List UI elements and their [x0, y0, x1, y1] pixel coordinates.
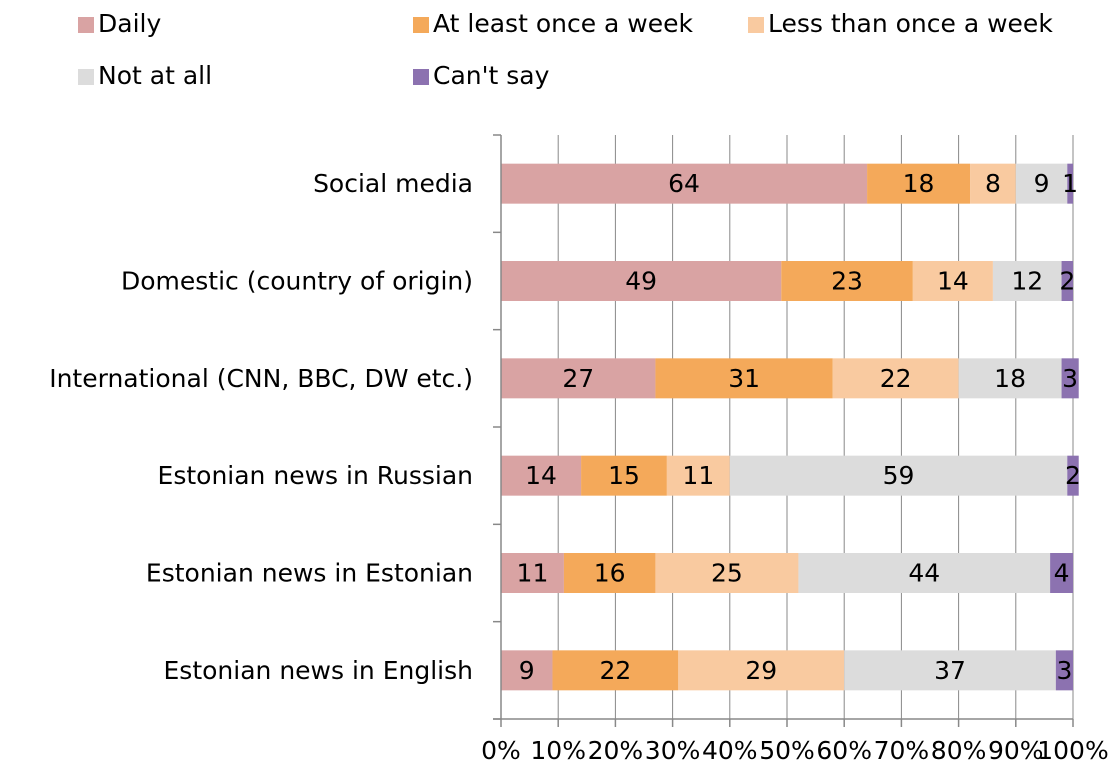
legend-swatch-3	[78, 69, 94, 85]
x-tick-label: 50%	[759, 736, 815, 765]
x-tick-label: 60%	[816, 736, 872, 765]
x-tick-label: 80%	[931, 736, 987, 765]
data-label: 12	[1011, 267, 1043, 296]
data-label: 1	[1062, 169, 1078, 198]
x-tick-label: 70%	[874, 736, 930, 765]
bars: 64 18 8 9 149 23 14 12 227 31 22 18 314 15 11 59 211 16 25…	[501, 163, 1081, 691]
data-label: 3	[1056, 656, 1072, 685]
data-label: 16	[594, 559, 626, 588]
category-label: Estonian news in Russian	[158, 461, 473, 490]
bar-segment	[844, 650, 1056, 691]
bar-segment	[1050, 553, 1073, 593]
bar-segment	[581, 455, 667, 496]
bar-segment	[970, 163, 1016, 204]
x-tick-label: 30%	[645, 736, 701, 765]
bar-segment	[958, 358, 1062, 399]
x-tick-label: 20%	[588, 736, 644, 765]
legend-label-4: Can't say	[433, 61, 550, 90]
data-label: 37	[934, 656, 966, 685]
legend-label-0: Daily	[98, 9, 161, 38]
data-label: 59	[883, 461, 915, 490]
data-label: 25	[711, 559, 743, 588]
gridlines	[557, 135, 1074, 719]
legend-label-2: Less than once a week	[768, 9, 1053, 38]
legend-swatch-0	[78, 17, 94, 33]
bar-segment	[655, 358, 833, 399]
data-label: 27	[562, 364, 594, 393]
bar-segment	[563, 553, 656, 593]
bar-segment	[1061, 358, 1079, 399]
bar-segment	[552, 650, 679, 691]
category-label: Domestic (country of origin)	[121, 267, 473, 296]
data-label: 22	[599, 656, 631, 685]
data-label: 64	[668, 169, 700, 198]
x-tick-label: 40%	[702, 736, 758, 765]
category-label: International (CNN, BBC, DW etc.)	[49, 364, 473, 393]
data-label: 14	[937, 267, 969, 296]
bar-segment	[501, 553, 564, 593]
bar-segment	[798, 553, 1051, 593]
category-labels: Social media Domestic (country of origin)…	[49, 169, 473, 685]
bar-segment	[678, 650, 845, 691]
axes	[493, 134, 1074, 727]
data-label: 44	[908, 559, 940, 588]
category-label: Estonian news in Estonian	[146, 559, 473, 588]
x-tick-label: 90%	[988, 736, 1044, 765]
bar-segment	[1055, 650, 1073, 691]
data-label: 22	[880, 364, 912, 393]
legend-label-3: Not at all	[98, 61, 212, 90]
data-label: 11	[682, 461, 714, 490]
legend-swatch-2	[748, 17, 764, 33]
data-label: 2	[1059, 267, 1075, 296]
bar-segment	[781, 261, 913, 301]
data-label: 11	[517, 559, 549, 588]
bar-segment	[501, 261, 782, 301]
x-tick-label: 0%	[481, 736, 521, 765]
data-label: 49	[625, 267, 657, 296]
legend-swatch-4	[413, 69, 429, 85]
category-label: Social media	[313, 169, 473, 198]
bar-segment	[867, 163, 971, 204]
bar-segment	[666, 455, 730, 496]
bar-segment	[501, 163, 868, 204]
data-label: 3	[1062, 364, 1078, 393]
bar-segment	[912, 261, 993, 301]
data-label: 14	[525, 461, 557, 490]
data-label: 18	[903, 169, 935, 198]
legend-label-1: At least once a week	[433, 9, 694, 38]
bar-segment	[1015, 163, 1068, 204]
bar-segment	[1061, 261, 1073, 301]
x-tick-labels: 0% 10% 20% 30% 40% 50% 60% 70% 80% 90%100%	[481, 736, 1109, 765]
bar-segment	[501, 455, 582, 496]
bar-segment	[992, 261, 1062, 301]
data-label: 15	[608, 461, 640, 490]
data-label: 31	[728, 364, 760, 393]
x-tick-label: 10%	[530, 736, 586, 765]
legend: Daily At least once a week Less than once …	[78, 9, 1053, 90]
bar-segment	[501, 650, 553, 691]
data-label: 18	[994, 364, 1026, 393]
legend-swatch-1	[413, 17, 429, 33]
bar-segment	[832, 358, 959, 399]
data-label: 9	[1034, 169, 1050, 198]
bar-segment	[501, 358, 656, 399]
data-label: 2	[1065, 461, 1081, 490]
data-label: 29	[745, 656, 777, 685]
bar-segment	[1067, 455, 1079, 496]
data-label: 4	[1054, 559, 1070, 588]
bar-segment	[655, 553, 799, 593]
data-label: 8	[985, 169, 1001, 198]
category-label: Estonian news in English	[164, 656, 473, 685]
bar-segment	[1067, 163, 1073, 204]
x-tick-label: 100%	[1037, 736, 1108, 765]
data-label: 9	[519, 656, 535, 685]
bar-segment	[729, 455, 1068, 496]
data-label: 23	[831, 267, 863, 296]
